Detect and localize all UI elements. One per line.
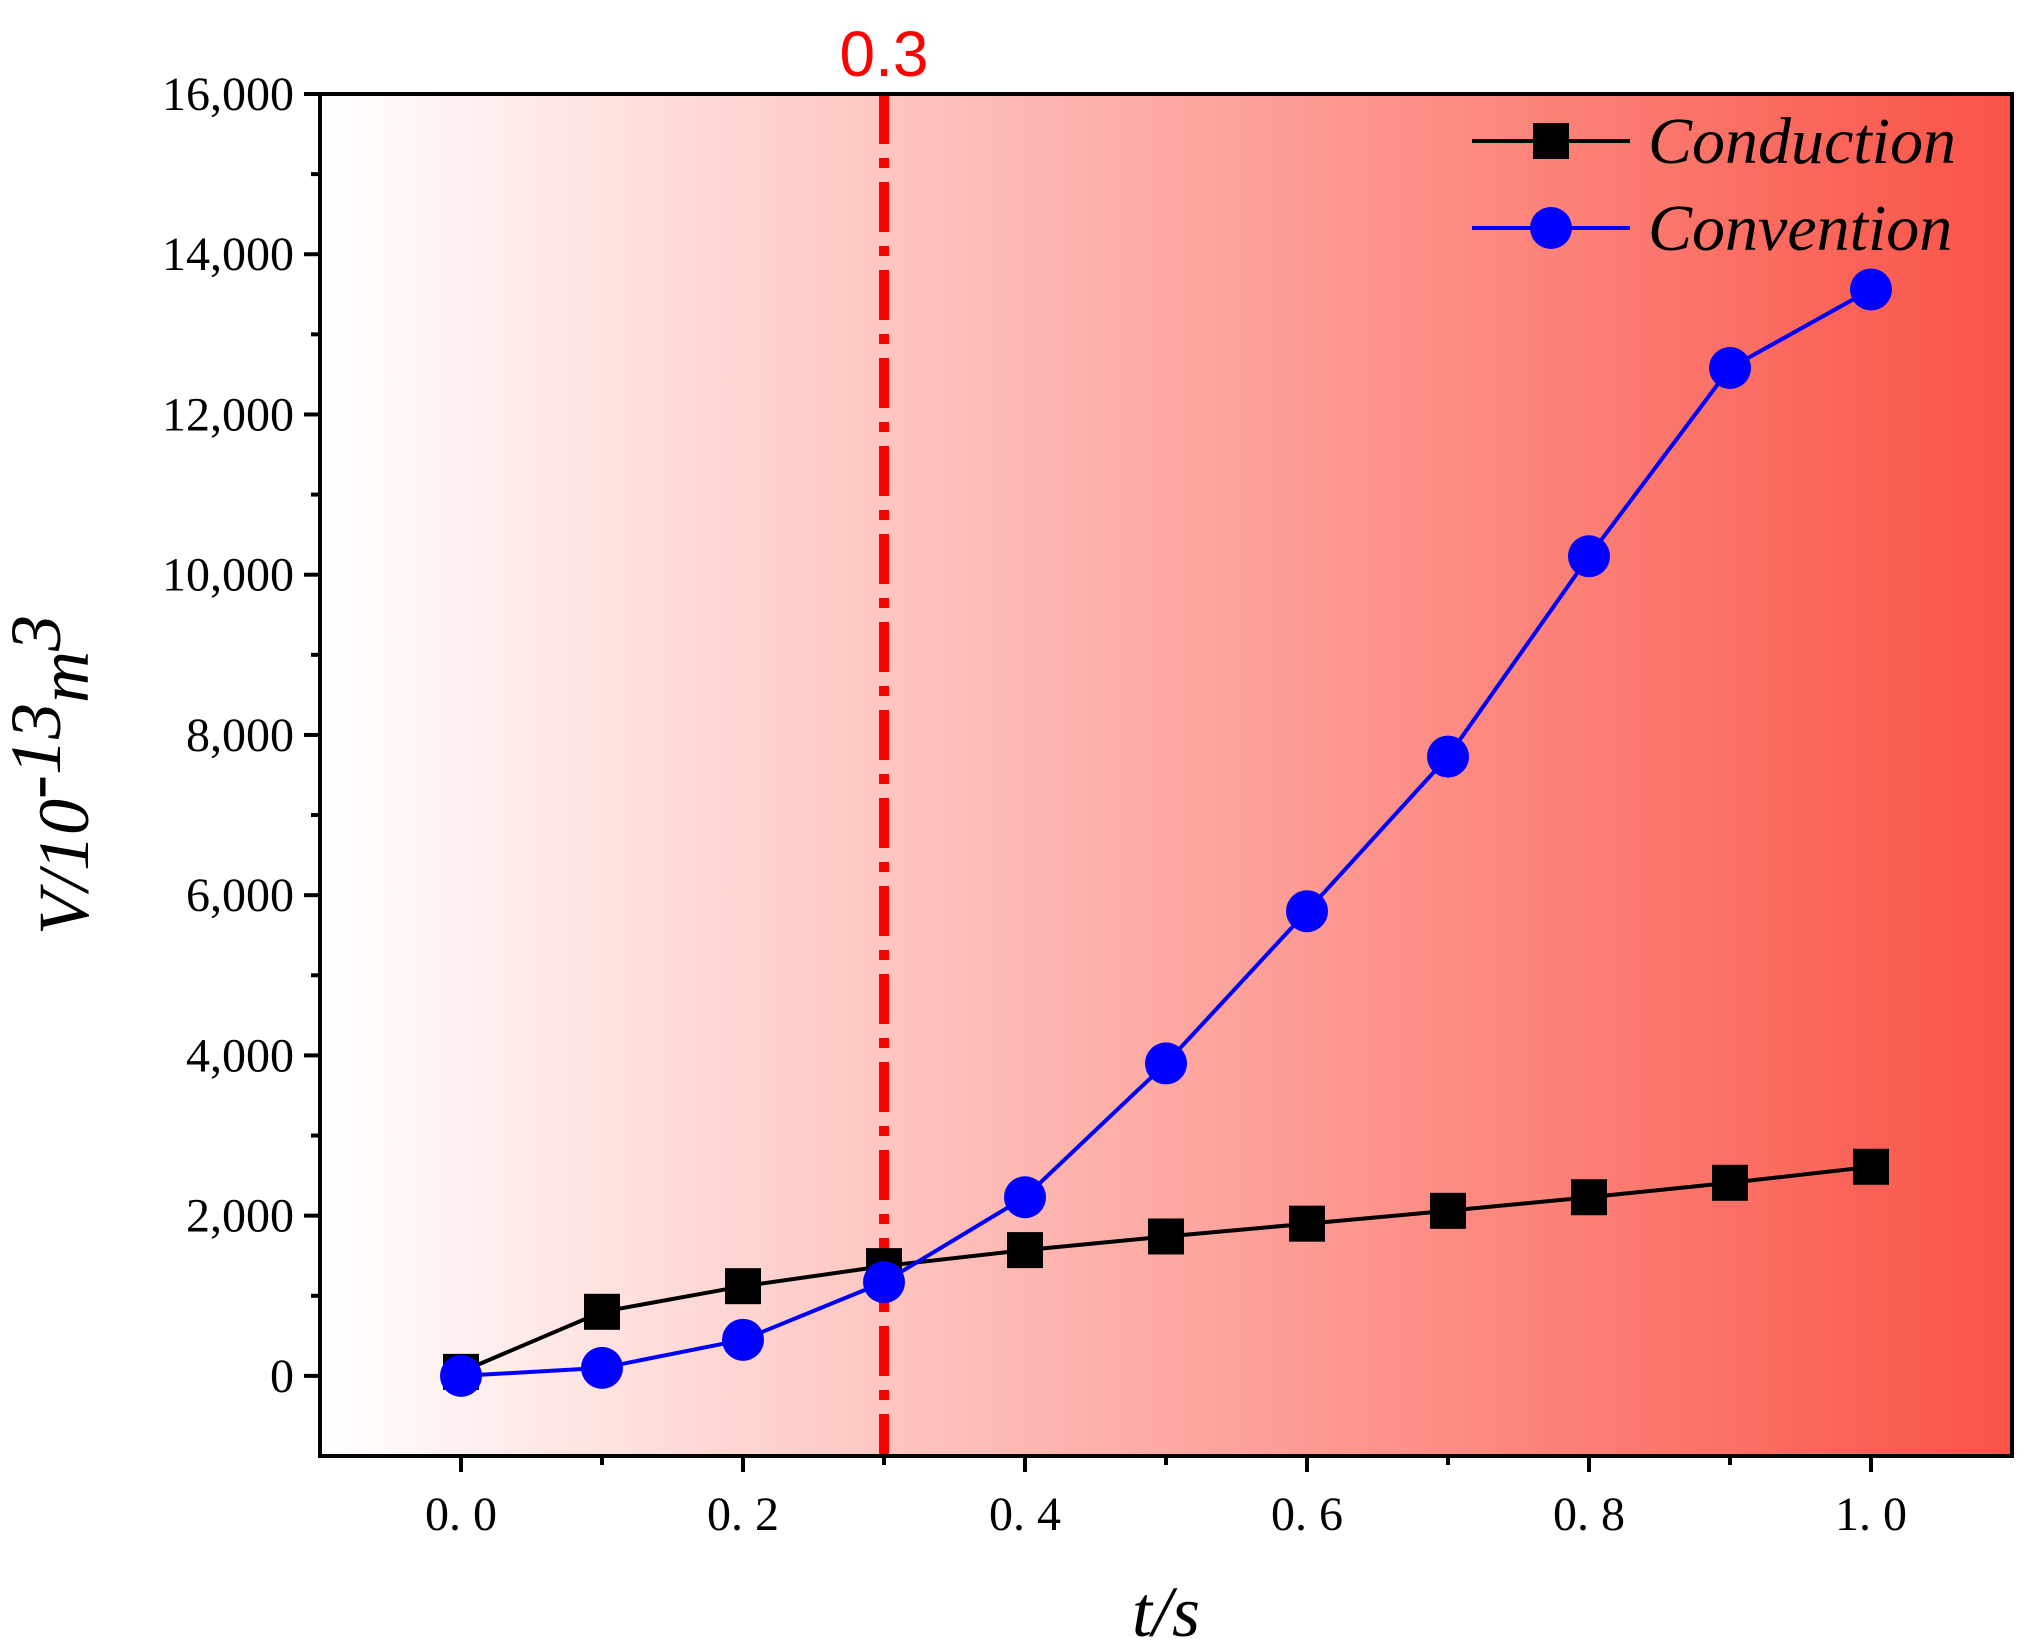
conduction-point	[1712, 1164, 1748, 1201]
reference-layer: 0.3	[840, 18, 929, 1456]
y-tick-label: 0	[270, 1350, 294, 1403]
legend-marker	[1530, 207, 1572, 249]
y-tick-label: 6,000	[186, 869, 294, 922]
conduction-point	[725, 1268, 761, 1305]
series-convention	[440, 268, 1892, 1397]
legend: Conduction Convention	[1472, 105, 1956, 265]
y-tick-label: 16,000	[162, 68, 294, 121]
convention-point	[1145, 1042, 1187, 1085]
y-tick-label: 10,000	[162, 549, 294, 602]
convention-point	[722, 1318, 764, 1361]
x-axis-title: t/s	[1132, 1572, 1200, 1650]
convention-point	[1568, 535, 1610, 578]
convention-point	[1850, 268, 1892, 311]
legend-marker	[1533, 123, 1569, 159]
y-axis-title-unit-exp: 3	[0, 615, 76, 652]
conduction-point	[1571, 1179, 1607, 1216]
y-tick-label: 4,000	[186, 1029, 294, 1082]
x-tick-label: 0. 8	[1553, 1488, 1625, 1541]
x-tick-label: 0. 2	[707, 1488, 779, 1541]
convention-point	[440, 1354, 482, 1397]
conduction-point	[1289, 1205, 1325, 1242]
conduction-point	[1148, 1218, 1184, 1255]
y-tick-label: 8,000	[186, 709, 294, 762]
y-axis-title-unit: m	[24, 651, 104, 703]
legend-label: Convention	[1648, 192, 1952, 265]
y-tick-label: 2,000	[186, 1190, 294, 1243]
axis-ticks: 0 2,000 4,000 6,000 8,000 10,000 12,000 14,000 1…	[162, 68, 1907, 1541]
y-tick-label: 12,000	[162, 388, 294, 441]
convention-point	[863, 1261, 905, 1304]
convention-point	[581, 1346, 623, 1389]
y-axis-title-base: V/10	[24, 799, 104, 935]
plot-frame	[318, 92, 2014, 1458]
x-tick-label: 0. 6	[1271, 1488, 1343, 1541]
x-tick-label: 0. 4	[989, 1488, 1061, 1541]
conduction-point	[1430, 1192, 1466, 1229]
y-tick-label: 14,000	[162, 228, 294, 281]
convention-point	[1427, 735, 1469, 778]
x-tick-label: 0. 0	[425, 1488, 497, 1541]
legend-item-conduction: Conduction	[1472, 105, 1956, 178]
legend-label: Conduction	[1648, 105, 1956, 178]
convention-point	[1004, 1176, 1046, 1219]
conduction-point	[1853, 1148, 1889, 1185]
legend-item-convention: Convention	[1472, 192, 1952, 265]
series-conduction	[443, 1148, 1889, 1390]
y-axis-title-exp: -13	[0, 703, 76, 799]
reference-line-label: 0.3	[840, 18, 929, 90]
conduction-point	[584, 1293, 620, 1330]
convention-point	[1709, 347, 1751, 390]
convention-point	[1286, 890, 1328, 933]
y-axis-title: V/10-13m3	[0, 615, 104, 935]
series-layer	[440, 268, 1892, 1397]
x-tick-label: 1. 0	[1835, 1488, 1907, 1541]
conduction-point	[1007, 1232, 1043, 1269]
